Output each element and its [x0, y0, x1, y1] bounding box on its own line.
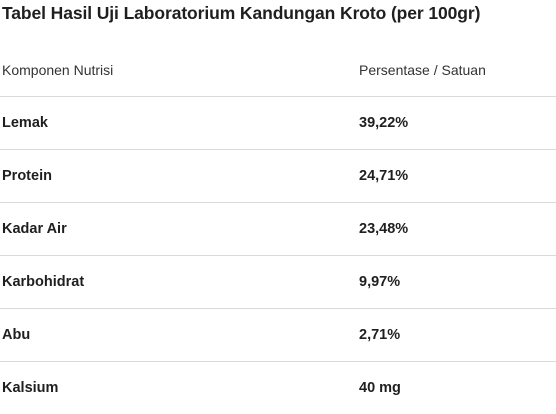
nutrient-value: 23,48%: [359, 221, 409, 237]
nutrient-value: 9,97%: [359, 274, 401, 290]
column-header-value: Persentase / Satuan: [359, 62, 486, 78]
nutrient-value: 40 mg: [359, 380, 401, 396]
nutrition-table: Komponen Nutrisi Persentase / Satuan Lem…: [0, 44, 556, 414]
nutrient-name: Abu: [2, 327, 31, 343]
nutrient-value: 24,71%: [359, 168, 409, 184]
table-row: Lemak 39,22%: [0, 97, 556, 150]
column-header-component: Komponen Nutrisi: [2, 62, 114, 78]
nutrient-name: Kalsium: [2, 380, 59, 396]
nutrient-value: 2,71%: [359, 327, 401, 343]
page-title: Tabel Hasil Uji Laboratorium Kandungan K…: [2, 3, 481, 23]
nutrient-name: Karbohidrat: [2, 274, 85, 290]
table-header-row: Komponen Nutrisi Persentase / Satuan: [0, 44, 556, 97]
nutrient-name: Protein: [2, 168, 52, 184]
table-row: Protein 24,71%: [0, 150, 556, 203]
table-row: Kalsium 40 mg: [0, 362, 556, 414]
nutrient-name: Kadar Air: [2, 221, 67, 237]
nutrient-value: 39,22%: [359, 115, 409, 131]
table-row: Karbohidrat 9,97%: [0, 256, 556, 309]
table-row: Kadar Air 23,48%: [0, 203, 556, 256]
nutrient-name: Lemak: [2, 115, 48, 131]
table-row: Abu 2,71%: [0, 309, 556, 362]
